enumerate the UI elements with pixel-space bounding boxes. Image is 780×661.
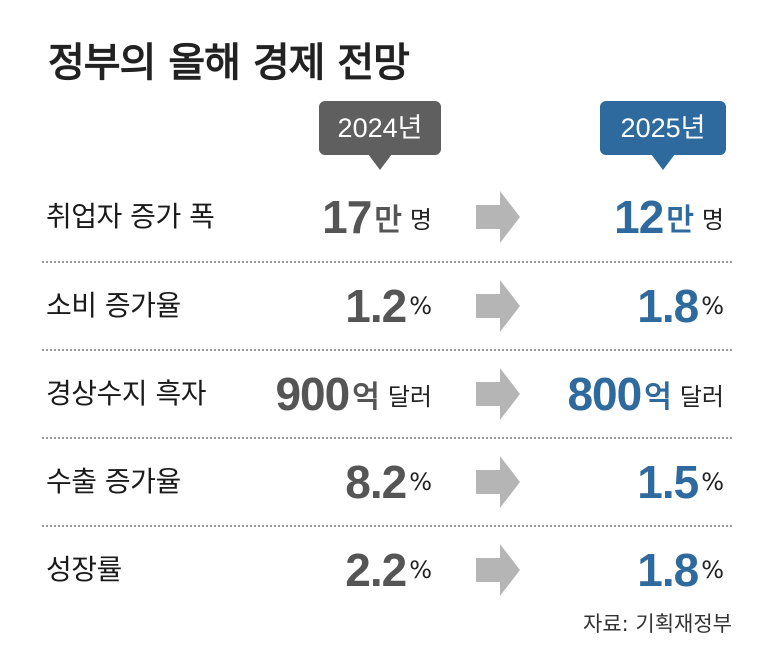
value-number: 17: [322, 191, 372, 243]
value-percent: %: [701, 292, 724, 320]
value-2025: 1.8 %: [637, 530, 724, 610]
table-row: 경상수지 흑자 900 억 달러 800 억 달러: [42, 354, 732, 434]
value-number: 1.8: [637, 544, 699, 596]
value-2024: 1.2 %: [345, 266, 432, 346]
value-unit: 만: [666, 203, 694, 238]
value-suffix: 달러: [679, 382, 724, 411]
value-unit: 억: [352, 380, 380, 415]
table-row: 수출 증가율 8.2 % 1.5 %: [42, 442, 732, 522]
value-suffix: 달러: [387, 382, 432, 411]
value-suffix: 명: [409, 205, 432, 234]
value-number: 800: [567, 368, 642, 420]
value-2025: 800 억 달러: [567, 354, 724, 434]
value-percent: %: [409, 468, 432, 496]
row-label: 경상수지 흑자: [46, 377, 206, 410]
value-percent: %: [701, 556, 724, 584]
value-2024: 2.2 %: [345, 530, 432, 610]
value-2025: 1.5 %: [637, 442, 724, 522]
value-number: 1.5: [637, 456, 699, 508]
table-row: 성장률 2.2 % 1.8 %: [42, 530, 732, 610]
value-unit: 만: [374, 203, 402, 238]
chart-title: 정부의 올해 경제 전망: [48, 40, 410, 86]
value-suffix: 명: [701, 205, 724, 234]
value-number: 1.8: [637, 280, 699, 332]
right-arrow-icon: [476, 368, 520, 420]
value-2025: 1.8 %: [637, 266, 724, 346]
value-percent: %: [409, 292, 432, 320]
value-2025: 12 만 명: [614, 177, 724, 257]
source-note: 자료: 기획재정부: [583, 612, 732, 636]
row-label: 성장률: [46, 553, 122, 586]
row-label: 취업자 증가 폭: [46, 200, 215, 233]
row-divider: [42, 525, 732, 527]
value-number: 8.2: [345, 456, 407, 508]
value-2024: 8.2 %: [345, 442, 432, 522]
row-divider: [42, 349, 732, 351]
row-divider: [42, 437, 732, 439]
value-2024: 900 억 달러: [275, 354, 432, 434]
right-arrow-icon: [476, 456, 520, 508]
row-divider: [42, 261, 732, 263]
value-number: 12: [614, 191, 664, 243]
value-percent: %: [701, 468, 724, 496]
table-row: 취업자 증가 폭 17 만 명 12 만 명: [42, 177, 732, 257]
value-percent: %: [409, 556, 432, 584]
value-number: 2.2: [345, 544, 407, 596]
table-row: 소비 증가율 1.2 % 1.8 %: [42, 266, 732, 346]
value-unit: 억: [644, 380, 672, 415]
year-tag-2024: 2024년: [319, 101, 441, 170]
value-number: 900: [275, 368, 350, 420]
row-label: 소비 증가율: [46, 289, 181, 322]
row-label: 수출 증가율: [46, 465, 181, 498]
right-arrow-icon: [476, 280, 520, 332]
value-number: 1.2: [345, 280, 407, 332]
right-arrow-icon: [476, 544, 520, 596]
value-2024: 17 만 명: [322, 177, 432, 257]
year-tag-2025: 2025년: [600, 101, 726, 170]
right-arrow-icon: [476, 191, 520, 243]
